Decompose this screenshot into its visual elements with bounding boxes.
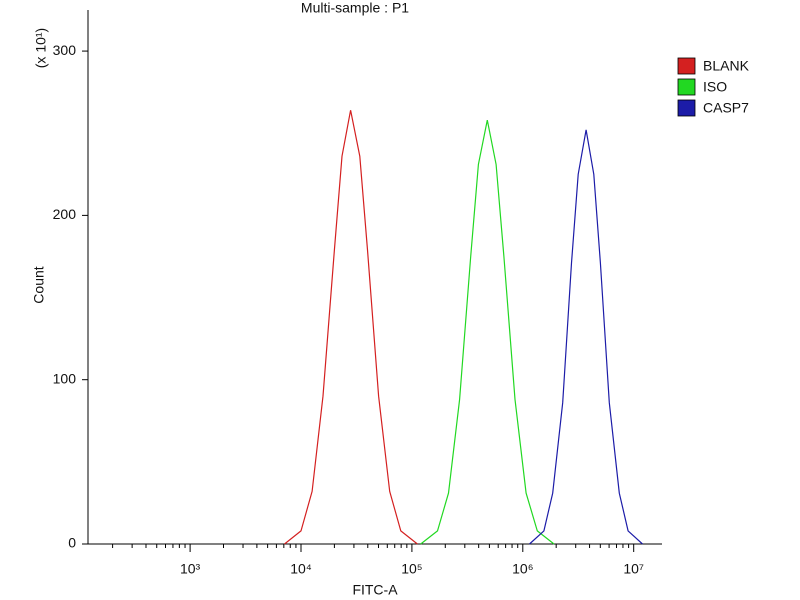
legend-swatch bbox=[677, 99, 696, 117]
x-tick-label: 10⁵ bbox=[401, 561, 422, 577]
y-axis-label: Count bbox=[31, 266, 47, 303]
y-tick-label: 300 bbox=[53, 42, 77, 58]
y-tick-label: 200 bbox=[53, 206, 77, 222]
y-tick-label: 0 bbox=[68, 535, 76, 551]
legend-label: BLANK bbox=[703, 58, 750, 74]
x-axis-label: FITC-A bbox=[352, 582, 398, 598]
series-line bbox=[420, 119, 555, 545]
legend-label: CASP7 bbox=[703, 100, 749, 116]
x-tick-label: 10³ bbox=[180, 561, 201, 577]
legend-label: ISO bbox=[703, 79, 727, 95]
x-tick-label: 10⁷ bbox=[623, 561, 644, 577]
chart-title: Multi-sample : P1 bbox=[301, 0, 409, 16]
x-tick-label: 10⁴ bbox=[290, 561, 312, 577]
legend-swatch bbox=[677, 57, 696, 75]
y-tick-label: 100 bbox=[53, 370, 77, 386]
legend-swatch bbox=[677, 78, 696, 96]
series-line bbox=[284, 110, 418, 545]
y-scale-label: (x 10¹) bbox=[33, 28, 49, 68]
series-line bbox=[529, 129, 643, 545]
x-tick-label: 10⁶ bbox=[512, 561, 533, 577]
